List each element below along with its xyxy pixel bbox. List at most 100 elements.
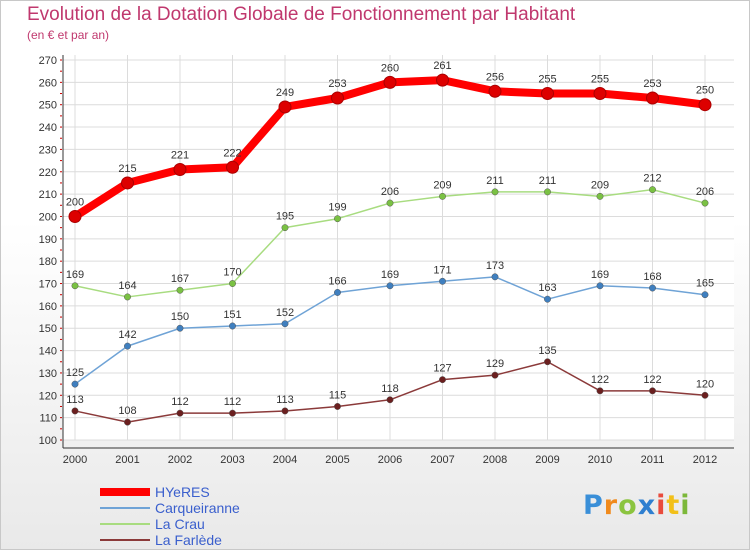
y-tick-label-240: 240 — [39, 122, 57, 134]
y-tick-label-100: 100 — [39, 435, 57, 447]
data-label-la-crau-2005: 199 — [328, 202, 346, 214]
y-minor-tick-215 — [60, 182, 62, 184]
point-hyeres-2008 — [488, 84, 502, 98]
legend-swatch-la-crau — [100, 523, 150, 525]
legend-item-carqueiranne: Carqueiranne — [100, 500, 360, 516]
x-tick-label-2003: 2003 — [220, 454, 244, 466]
legend-label-la-crau: La Crau — [155, 516, 205, 532]
point-carqueiranne-2006 — [386, 282, 394, 290]
point-hyeres-2007 — [436, 73, 449, 87]
chart-title: Evolution de la Dotation Globale de Fonc… — [27, 4, 576, 25]
point-carqueiranne-2002 — [176, 324, 184, 332]
data-label-hyeres-2006: 260 — [381, 62, 399, 74]
x-tick-label-2005: 2005 — [325, 454, 349, 466]
y-tick-label-270: 270 — [39, 55, 57, 67]
data-label-carqueiranne-2002: 150 — [171, 311, 189, 323]
legend-swatch-carqueiranne — [100, 507, 150, 509]
y-tick-label-160: 160 — [39, 301, 57, 313]
data-label-hyeres-2001: 215 — [118, 163, 136, 175]
y-tick-label-170: 170 — [39, 279, 57, 291]
y-minor-tick-135 — [60, 361, 62, 363]
y-tick-label-180: 180 — [39, 256, 57, 268]
plot-area — [63, 55, 734, 440]
y-tick-label-120: 120 — [39, 390, 57, 402]
point-la-farl-de-2009 — [544, 358, 551, 366]
y-tick-label-130: 130 — [39, 368, 57, 380]
y-minor-tick-260 — [60, 81, 62, 83]
x-tick-label-2011: 2011 — [641, 454, 665, 466]
data-label-hyeres-2007: 261 — [433, 60, 451, 72]
legend: HYeRES Carqueiranne La Crau La Farlède — [100, 484, 360, 548]
data-label-carqueiranne-2001: 142 — [118, 329, 136, 341]
data-label-la-farl-de-2005: 115 — [329, 389, 347, 401]
point-carqueiranne-2004 — [281, 320, 289, 328]
y-minor-tick-210 — [60, 193, 62, 195]
point-la-farl-de-2006 — [386, 396, 394, 404]
y-minor-tick-155 — [60, 316, 62, 318]
point-carqueiranne-2005 — [334, 289, 341, 296]
point-hyeres-2006 — [383, 75, 397, 89]
y-minor-tick-170 — [60, 283, 62, 285]
legend-label-la-farlede: La Farlède — [155, 532, 222, 548]
data-label-hyeres-2003: 222 — [223, 147, 241, 159]
point-carqueiranne-2008 — [491, 273, 499, 281]
data-label-la-farl-de-2000: 113 — [66, 394, 84, 406]
y-minor-tick-105 — [60, 428, 62, 430]
y-tick-label-220: 220 — [39, 167, 57, 179]
y-tick-label-230: 230 — [39, 144, 57, 156]
point-la-crau-2007 — [439, 192, 446, 200]
point-hyeres-2005 — [331, 91, 344, 105]
point-la-crau-2003 — [229, 280, 236, 287]
point-la-crau-2009 — [544, 188, 551, 196]
y-tick-label-140: 140 — [39, 346, 57, 358]
x-tick-label-2002: 2002 — [168, 454, 192, 466]
data-label-la-farl-de-2003: 112 — [224, 396, 242, 408]
point-la-farl-de-2005 — [334, 403, 341, 410]
point-hyeres-2012 — [698, 98, 712, 112]
point-la-crau-2000 — [71, 282, 79, 290]
y-tick-label-250: 250 — [39, 100, 57, 112]
data-label-carqueiranne-2005: 166 — [328, 275, 346, 287]
point-la-crau-2010 — [596, 192, 604, 200]
point-la-farl-de-2001 — [124, 418, 131, 426]
data-label-carqueiranne-2003: 151 — [223, 309, 241, 321]
point-hyeres-2000 — [68, 209, 82, 223]
y-minor-tick-130 — [60, 372, 62, 374]
x-tick-label-2010: 2010 — [588, 454, 612, 466]
data-label-la-farl-de-2006: 118 — [381, 383, 399, 395]
y-minor-tick-245 — [60, 115, 62, 117]
x-tick-label-2000: 2000 — [63, 454, 87, 466]
point-la-farl-de-2003 — [229, 409, 236, 417]
legend-label-hyeres: HYeRES — [155, 484, 210, 500]
x-tick-label-2009: 2009 — [535, 454, 559, 466]
x-tick-label-2004: 2004 — [273, 454, 297, 466]
y-minor-tick-200 — [60, 215, 62, 217]
data-label-carqueiranne-2008: 173 — [486, 260, 504, 272]
data-label-la-crau-2003: 170 — [223, 267, 241, 279]
y-minor-tick-255 — [60, 93, 62, 95]
proxiti-logo: Proxiti — [583, 490, 691, 521]
point-carqueiranne-2011 — [649, 284, 656, 292]
data-label-la-crau-2002: 167 — [171, 273, 189, 285]
point-carqueiranne-2001 — [124, 342, 131, 350]
y-minor-tick-125 — [60, 383, 62, 385]
legend-item-la-crau: La Crau — [100, 516, 360, 532]
data-label-hyeres-2005: 253 — [328, 78, 346, 90]
y-minor-tick-230 — [60, 148, 62, 150]
data-label-la-crau-2010: 209 — [591, 179, 609, 191]
y-minor-tick-180 — [60, 260, 62, 262]
data-label-la-farl-de-2012: 120 — [696, 378, 714, 390]
data-label-carqueiranne-2007: 171 — [433, 264, 451, 276]
point-la-farl-de-2012 — [701, 391, 709, 399]
legend-swatch-la-farlede — [100, 539, 150, 541]
data-label-la-farl-de-2010: 122 — [591, 374, 609, 386]
y-minor-tick-110 — [60, 417, 62, 419]
point-hyeres-2011 — [646, 91, 659, 105]
y-minor-tick-220 — [60, 171, 62, 173]
y-minor-tick-235 — [60, 137, 62, 139]
point-la-farl-de-2000 — [71, 407, 79, 415]
point-la-farl-de-2002 — [176, 409, 184, 417]
point-hyeres-2009 — [541, 87, 554, 101]
data-label-hyeres-2002: 221 — [171, 150, 189, 162]
